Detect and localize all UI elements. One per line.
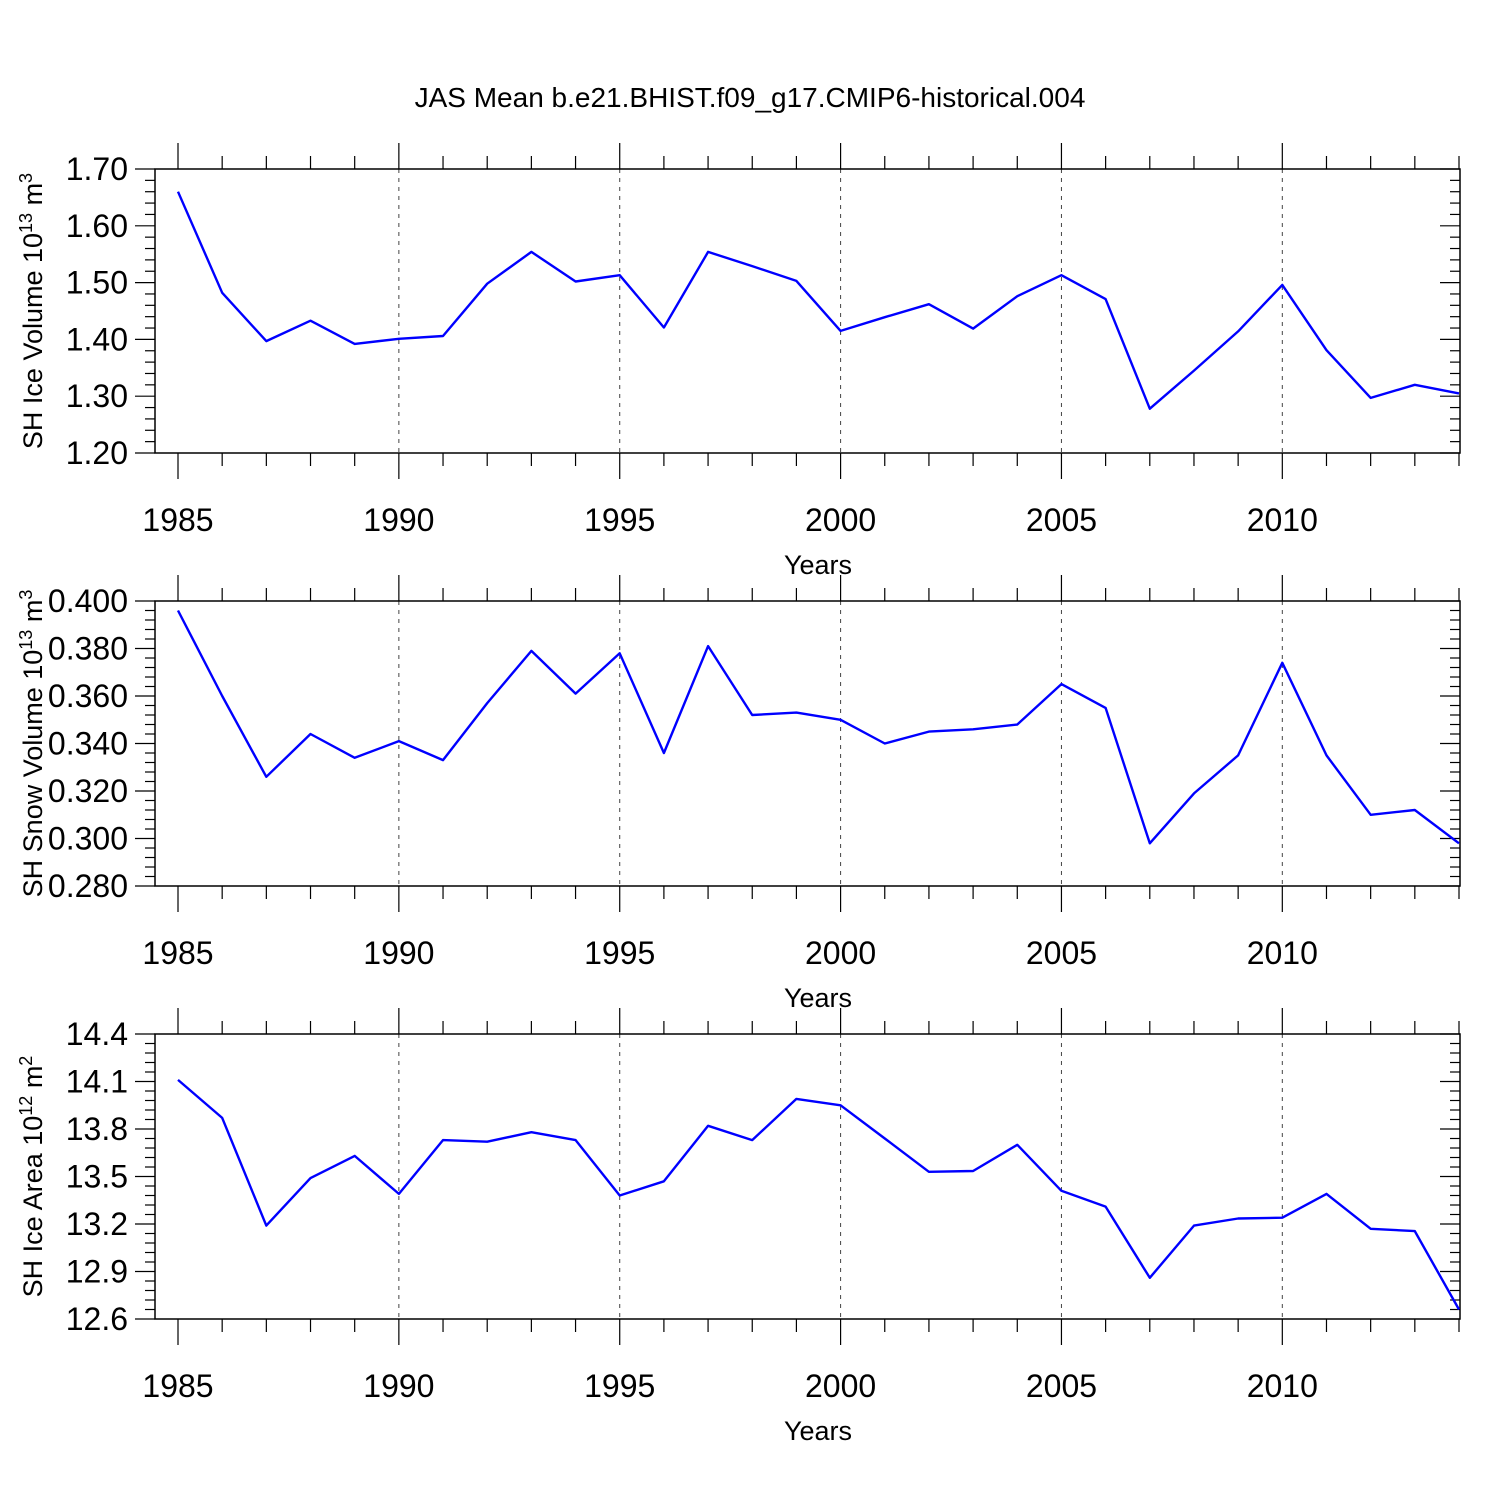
y-title-exponent: 13 [16,630,36,650]
ytick-label: 0.360 [48,678,128,714]
plot-frame [154,600,1461,887]
y-title-exponent: 13 [16,213,36,233]
ytick-label: 0.280 [48,868,128,904]
series-line [177,1078,1461,1311]
figure-title: JAS Mean b.e21.BHIST.f09_g17.CMIP6-histo… [415,82,1086,113]
y-title-main: SH Snow Volume 10 [18,650,48,898]
xtick-label: 2005 [1026,502,1097,538]
xtick-label: 1985 [142,935,213,971]
xtick-label: 1995 [584,935,655,971]
xtick-label: 1990 [363,1368,434,1404]
xtick-label: 2005 [1026,935,1097,971]
y-title-unit-exponent: 3 [16,590,36,600]
panel-snow-volume: 0.280 0.300 0.320 0.340 0.360 0.380 0.400 1985 1… [16,575,1461,1013]
xtick-label: 2010 [1247,502,1318,538]
xtick-label: 2000 [805,935,876,971]
xtick-label: 1990 [363,935,434,971]
panel-ice-area: 12.6 12.9 13.2 13.5 13.8 14.1 14.4 1985 1990 1995… [16,1008,1461,1446]
ytick-label: 0.380 [48,631,128,667]
xtick-label: 2010 [1247,935,1318,971]
xtick-label: 2000 [805,1368,876,1404]
y-title-unit-exponent: 3 [16,173,36,183]
ytick-label: 0.320 [48,773,128,809]
y-axis-title: SH Ice Area 1012 m2 [16,1056,48,1298]
xtick-label: 1995 [584,502,655,538]
xtick-label: 1995 [584,1368,655,1404]
y-title-main: SH Ice Volume 10 [18,233,48,449]
ytick-label: 0.400 [48,583,128,619]
ytick-label: 1.50 [66,265,128,301]
xtick-label: 1985 [142,502,213,538]
y-title-unit: m [18,1066,48,1096]
ytick-label: 12.6 [66,1301,128,1337]
ytick-label: 1.70 [66,151,128,187]
x-axis-title: Years [784,983,852,1013]
xtick-label: 1990 [363,502,434,538]
xtick-label: 2000 [805,502,876,538]
ytick-label: 13.8 [66,1111,128,1147]
ytick-label: 1.30 [66,378,128,414]
series-line [176,609,1460,845]
y-title-unit: m [18,600,48,630]
plot-frame [154,1033,1461,1320]
series-line [176,191,1460,410]
plot-frame [154,168,1461,454]
xtick-label: 1985 [142,1368,213,1404]
panels-container: 1.20 1.30 1.40 1.50 1.60 1.70 1985 1990 1995 2000… [16,143,1461,1446]
ytick-label: 0.300 [48,821,128,857]
x-axis-title: Years [784,550,852,580]
y-title-unit-exponent: 2 [16,1056,36,1066]
xtick-label: 2010 [1247,1368,1318,1404]
ytick-label: 13.5 [66,1159,128,1195]
x-axis-title: Years [784,1416,852,1446]
y-axis-title: SH Snow Volume 1013 m3 [16,590,48,898]
ytick-label: 1.40 [66,321,128,357]
ytick-label: 1.60 [66,208,128,244]
y-title-exponent: 12 [16,1096,36,1116]
ytick-label: 13.2 [66,1206,128,1242]
ytick-label: 14.4 [66,1016,128,1052]
xtick-label: 2005 [1026,1368,1097,1404]
ytick-label: 0.340 [48,726,128,762]
ytick-label: 12.9 [66,1254,128,1290]
y-title-main: SH Ice Area 10 [18,1116,48,1298]
panel-ice-volume: 1.20 1.30 1.40 1.50 1.60 1.70 1985 1990 1995 2000… [16,143,1461,580]
y-axis-title: SH Ice Volume 1013 m3 [16,173,48,449]
ytick-label: 1.20 [66,435,128,471]
y-title-unit: m [18,183,48,213]
ytick-label: 14.1 [66,1064,128,1100]
